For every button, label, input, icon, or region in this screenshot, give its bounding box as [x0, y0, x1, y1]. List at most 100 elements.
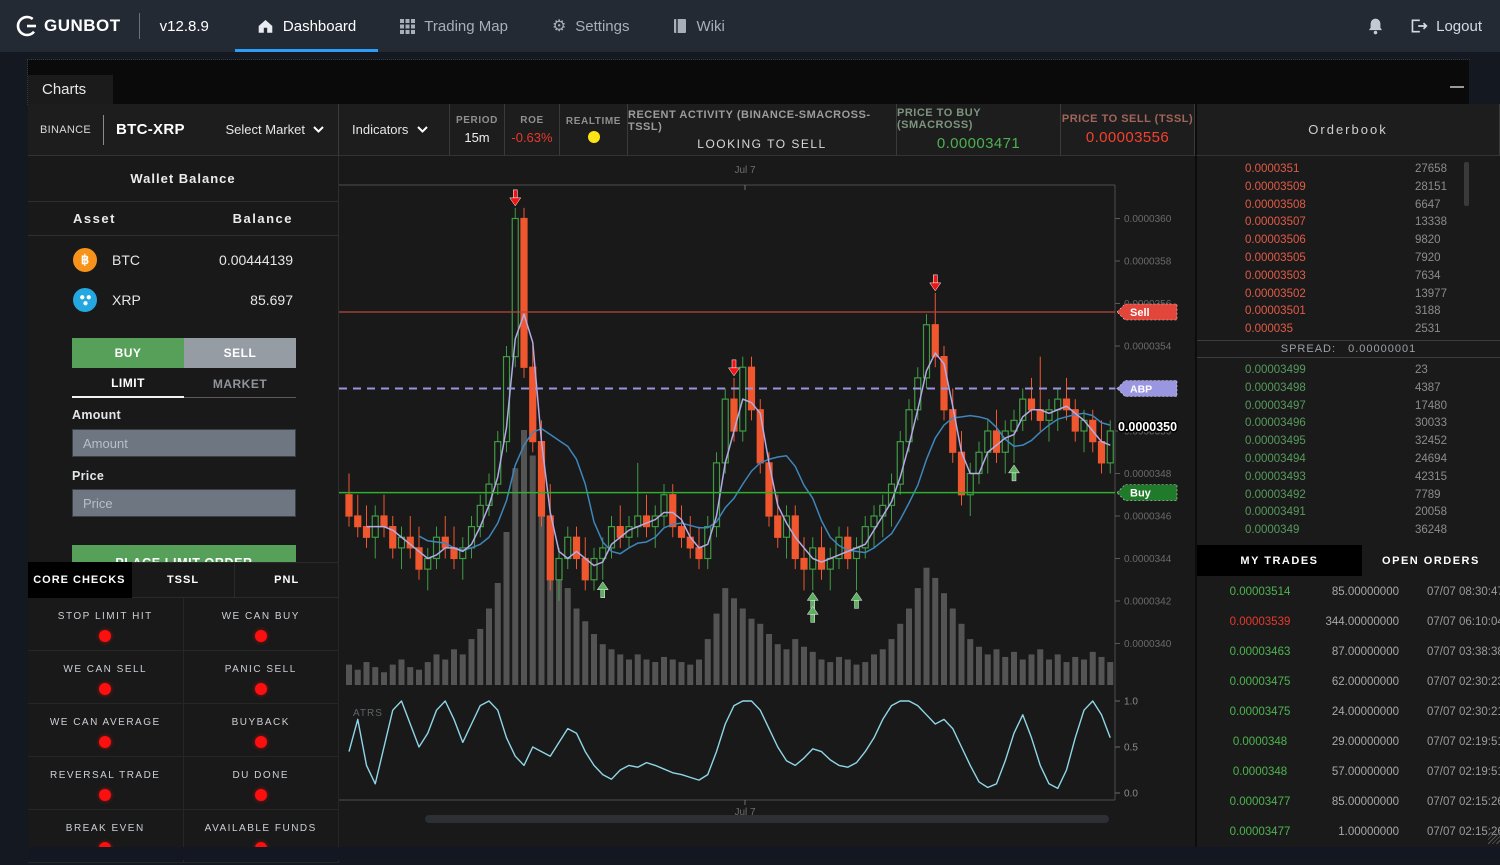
svg-text:ABP: ABP [1130, 384, 1152, 396]
orderbook-ask-row[interactable]: 0.00003508 6647 [1197, 197, 1500, 215]
asset-row-btc: ฿ BTC 0.00444139 [28, 240, 338, 280]
order-price: 0.0000349 [1245, 524, 1300, 537]
svg-text:0.0: 0.0 [1124, 789, 1138, 800]
minimize-panel-icon[interactable] [1450, 86, 1464, 88]
check-label: BUYBACK [231, 717, 290, 728]
orderbook-bid-row[interactable]: 0.00003492 7789 [1197, 487, 1500, 505]
orderbook-bid-row[interactable]: 0.00003497 17480 [1197, 398, 1500, 416]
nav-item-settings[interactable]: ⚙ Settings [530, 0, 652, 52]
order-quantity: 23 [1415, 364, 1428, 376]
notifications-bell-icon[interactable] [1367, 17, 1384, 35]
tab-open-orders[interactable]: OPEN ORDERS [1382, 554, 1480, 567]
check-cell: WE CAN AVERAGE [28, 704, 184, 757]
orderbook-bid-row[interactable]: 0.00003493 42315 [1197, 469, 1500, 487]
tab-tssl[interactable]: TSSL [131, 562, 236, 598]
check-label: AVAILABLE FUNDS [204, 823, 317, 834]
orderbook-scrollbar[interactable] [1464, 162, 1469, 206]
resize-handle[interactable] [1488, 832, 1500, 844]
check-cell: REVERSAL TRADE [28, 757, 184, 810]
svg-text:ATRS: ATRS [353, 708, 383, 719]
orderbook-ask-row[interactable]: 0.00003506 9820 [1197, 232, 1500, 250]
order-quantity: 20058 [1415, 506, 1447, 519]
price-to-buy-label: PRICE TO BUY (SMACROSS) [897, 107, 981, 131]
logout-button[interactable]: Logout [1410, 18, 1482, 35]
trade-price: 0.0000348 [1232, 766, 1288, 778]
nav-item-trading-map[interactable]: Trading Map [378, 0, 530, 52]
trade-row: 0.00003463 87.00000000 07/07 03:38:38 [1197, 637, 1500, 667]
logout-icon [1411, 19, 1428, 33]
order-quantity: 7634 [1415, 269, 1441, 282]
price-to-sell-value: 0.00003556 [1085, 129, 1170, 146]
nav-item-wiki[interactable]: Wiki [651, 0, 746, 52]
trade-row: 0.0000348 29.00000000 07/07 02:19:51 [1197, 727, 1500, 757]
orderbook-ask-row[interactable]: 0.00003502 13977 [1197, 286, 1500, 304]
gunbot-logo-icon [16, 15, 38, 37]
trades-tab-bar: MY TRADES OPEN ORDERS [1197, 545, 1500, 576]
orderbook-bid-row[interactable]: 0.00003499 23 [1197, 362, 1500, 380]
buy-tab[interactable]: BUY [72, 338, 184, 368]
orderbook-ask-row[interactable]: 0.0000351 27658 [1197, 161, 1500, 179]
trade-row: 0.00003477 1.00000000 07/07 02:15:26 [1197, 817, 1500, 847]
exchange-label: BINANCE [40, 123, 91, 136]
trade-amount: 85.00000000 [1331, 796, 1399, 808]
orderbook-ask-row[interactable]: 0.000035 2531 [1197, 321, 1500, 339]
order-price: 0.00003508 [1245, 198, 1306, 211]
orderbook-panel: 0.0000351 27658 0.00003509 28151 0.00003508 6… [1195, 156, 1500, 860]
trade-amount: 1.00000000 [1338, 826, 1399, 838]
logout-label: Logout [1436, 17, 1482, 35]
orderbook-bid-row[interactable]: 0.00003498 4387 [1197, 380, 1500, 398]
orderbook-ask-row[interactable]: 0.00003503 7634 [1197, 268, 1500, 286]
tab-pnl[interactable]: PNL [235, 562, 340, 598]
period-label: PERIOD [456, 114, 498, 126]
orderbook-ask-row[interactable]: 0.00003509 28151 [1197, 179, 1500, 197]
chevron-down-icon [313, 126, 324, 133]
orderbook-bid-row[interactable]: 0.00003491 20058 [1197, 504, 1500, 522]
limit-tab[interactable]: LIMIT [72, 370, 184, 398]
order-price: 0.00003498 [1245, 381, 1306, 394]
sell-tab[interactable]: SELL [184, 338, 296, 368]
orderbook-ask-row[interactable]: 0.00003505 7920 [1197, 250, 1500, 268]
nav-item-dashboard[interactable]: Dashboard [234, 0, 379, 52]
orderbook-bid-row[interactable]: 0.00003495 32452 [1197, 433, 1500, 451]
amount-input[interactable] [72, 429, 296, 457]
order-price: 0.00003492 [1245, 488, 1306, 501]
pair-label: BTC-XRP [116, 121, 185, 138]
orderbook-bid-row[interactable]: 0.0000349 36248 [1197, 522, 1500, 540]
price-to-sell-cell: PRICE TO SELL (TSSL) 0.00003556 [1061, 104, 1195, 156]
check-label: DU DONE [232, 770, 290, 781]
orderbook-ask-row[interactable]: 0.00003501 3188 [1197, 303, 1500, 321]
price-label: Price [72, 469, 105, 483]
gear-icon: ⚙ [551, 18, 567, 35]
check-cell: WE CAN BUY [183, 598, 339, 651]
tab-core-checks[interactable]: CORE CHECKS [28, 562, 132, 598]
charts-panel-tab[interactable]: Charts [28, 75, 113, 104]
trade-row: 0.0000348 57.00000000 07/07 02:19:51 [1197, 757, 1500, 787]
market-tab[interactable]: MARKET [184, 370, 296, 398]
spread-value: 0.00000001 [1348, 343, 1417, 355]
brand[interactable]: GUNBOT [14, 13, 121, 39]
nav-divider [138, 13, 140, 39]
trade-amount: 62.00000000 [1331, 676, 1399, 688]
check-status-dot [254, 683, 267, 695]
orderbook-bid-row[interactable]: 0.00003494 24694 [1197, 451, 1500, 469]
trade-price: 0.00003514 [1229, 586, 1291, 598]
svg-text:0.0000340: 0.0000340 [1124, 639, 1172, 650]
orderbook-ask-row[interactable]: 0.00003507 13338 [1197, 214, 1500, 232]
realtime-status-dot [587, 131, 600, 143]
nav-item-label: Dashboard [282, 17, 357, 35]
grid-icon [400, 18, 416, 34]
price-input[interactable] [72, 489, 296, 517]
select-market-dropdown[interactable]: Select Market [226, 122, 324, 137]
indicators-dropdown[interactable]: Indicators [339, 104, 450, 156]
orderbook-bid-row[interactable]: 0.00003496 30033 [1197, 415, 1500, 433]
roe-cell: ROE -0.63% [505, 104, 560, 156]
trade-price: 0.00003463 [1229, 646, 1291, 658]
trade-amount: 87.00000000 [1331, 646, 1399, 658]
my-trades-list: 0.00003514 85.00000000 07/07 08:30:47 0.000… [1197, 577, 1500, 847]
asset-table-header: Asset Balance [28, 202, 338, 236]
order-price: 0.00003497 [1245, 399, 1306, 412]
nav-item-label: Settings [575, 17, 630, 35]
tab-my-trades[interactable]: MY TRADES [1197, 545, 1362, 576]
svg-text:0.5: 0.5 [1124, 743, 1138, 754]
